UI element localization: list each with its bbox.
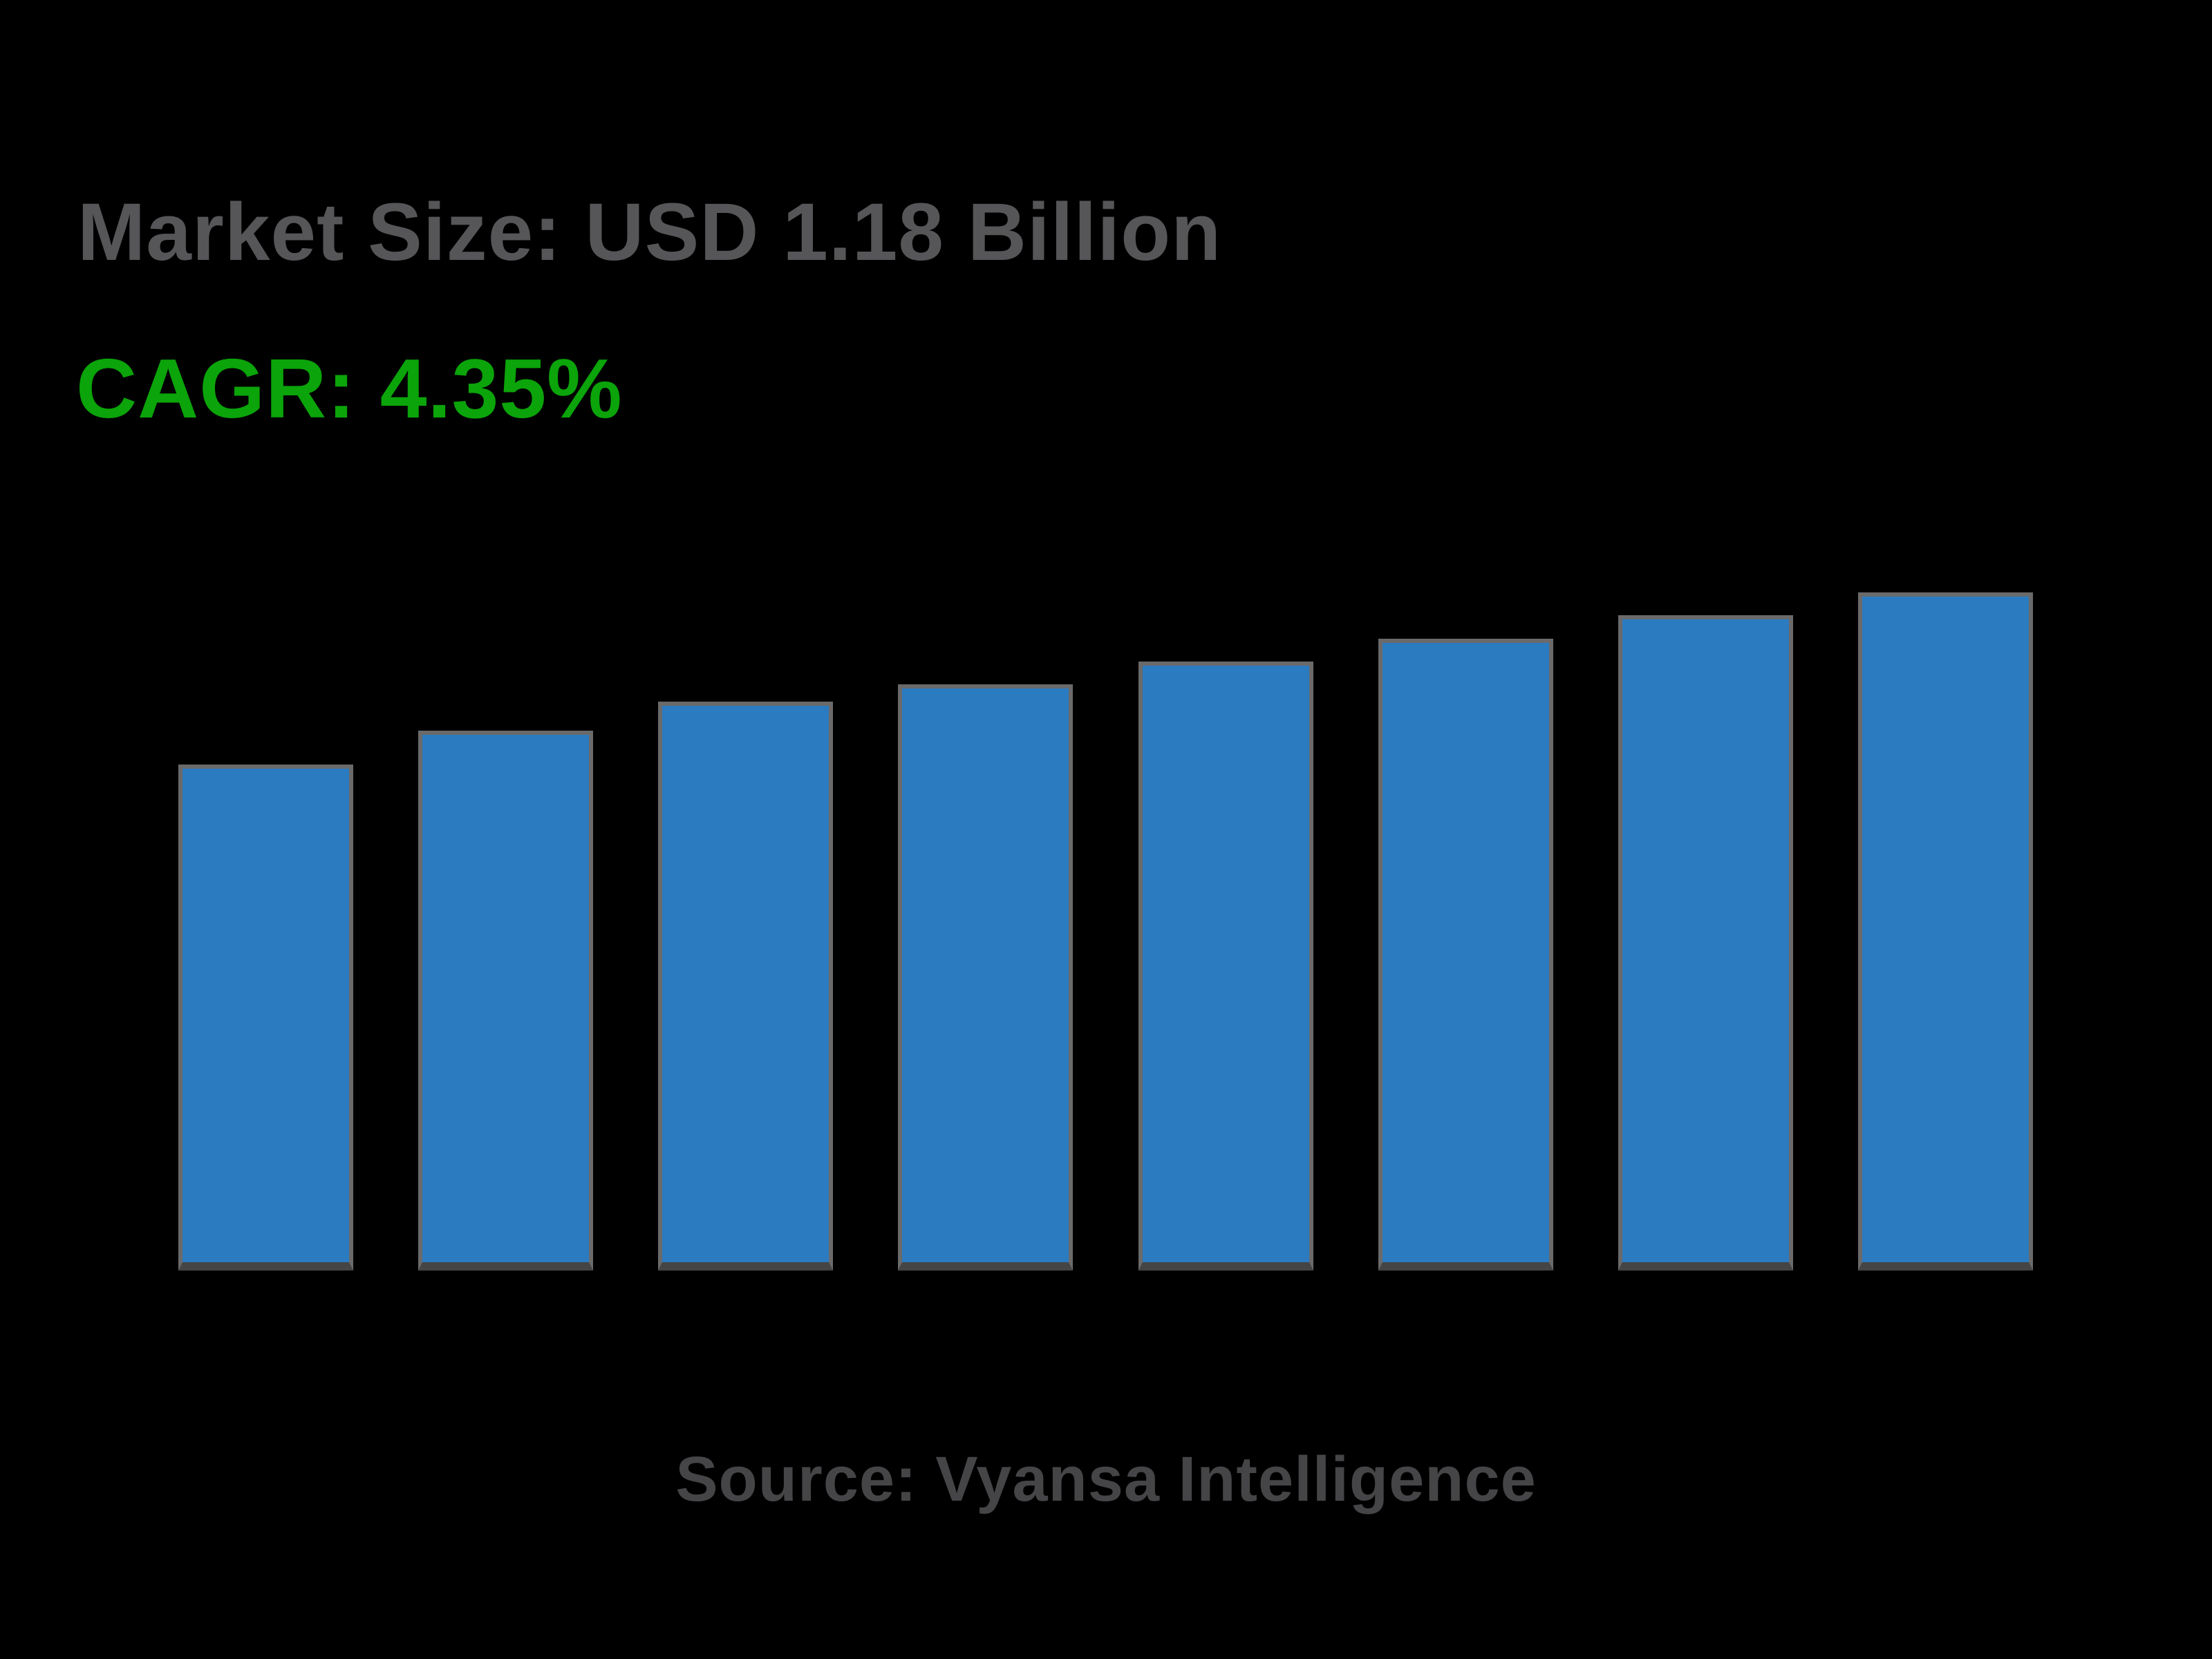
- cagr-label: CAGR: 4.35%: [76, 341, 623, 435]
- bar: [178, 765, 353, 1271]
- bar: [1858, 592, 2033, 1271]
- bar: [1378, 639, 1553, 1271]
- market-size-title: Market Size: USD 1.18 Billion: [77, 187, 1222, 278]
- bar: [658, 702, 833, 1271]
- source-label: Source: Vyansa Intelligence: [675, 1444, 1537, 1515]
- bar: [1618, 615, 1793, 1271]
- bar: [898, 684, 1073, 1271]
- bar: [418, 731, 593, 1271]
- bar: [1138, 662, 1313, 1271]
